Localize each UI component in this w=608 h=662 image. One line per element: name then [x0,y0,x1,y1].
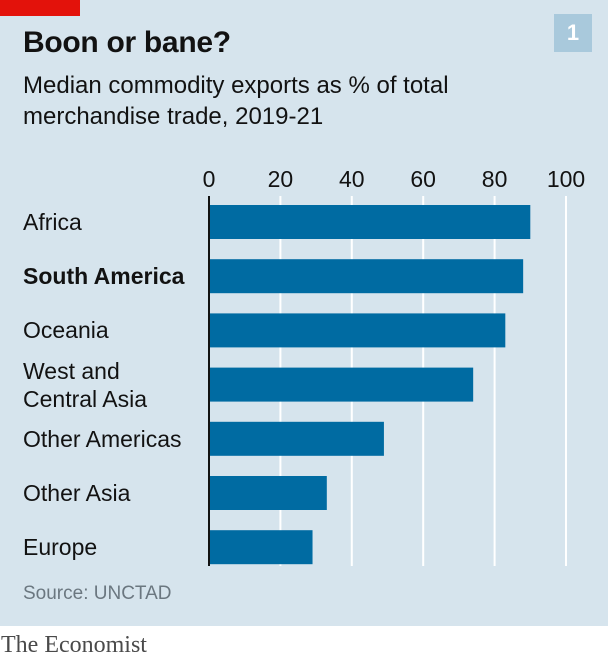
x-tick-label: 40 [339,166,365,192]
x-tick-label: 100 [547,166,585,192]
category-label: Europe [23,534,98,561]
source-note: Source: UNCTAD [23,583,172,604]
publisher-wordmark: The Economist [1,632,147,658]
category-label: Oceania [23,317,109,344]
chart-subtitle: Median commodity exports as % of total m… [23,72,449,130]
chart-title: Boon or bane? [23,26,231,59]
x-tick-label: 0 [203,166,216,192]
bar [209,259,524,294]
category-label: West and Central Asia [23,357,148,412]
chart-card: Boon or bane? Median commodity exports a… [0,0,608,626]
bar [209,476,327,510]
bar [209,367,474,402]
bar [209,530,313,565]
x-tick-label: 80 [482,166,508,192]
bar [209,205,531,239]
category-label: Africa [23,209,82,235]
x-tick-label: 20 [268,166,294,192]
category-label: Other Americas [23,425,182,452]
bar [209,421,384,456]
category-label: Other Asia [23,480,131,506]
brand-red-tag [0,0,80,16]
bar-chart-plot: 0 20 40 60 80 100 [203,166,585,566]
x-tick-label: 60 [410,166,436,192]
chart-number-badge: 1 [554,14,592,52]
bar [209,313,506,348]
category-label: South America [23,263,185,290]
